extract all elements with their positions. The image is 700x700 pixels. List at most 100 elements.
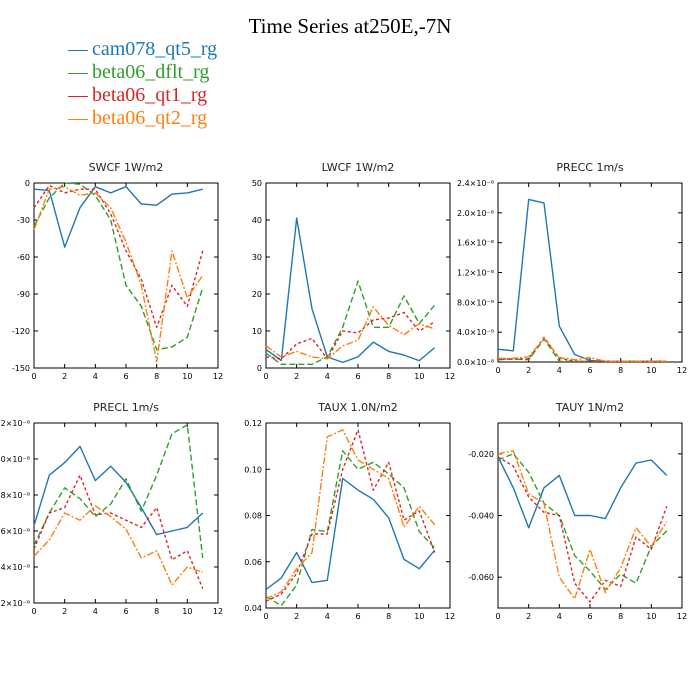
legend-swatch: [68, 72, 88, 75]
legend-label: beta06_qt1_rg: [92, 84, 208, 106]
y-tick-label: -60: [17, 253, 30, 262]
y-tick-label: -0.020: [468, 450, 494, 459]
series-line: [498, 336, 667, 362]
x-tick-label: 2: [62, 607, 67, 616]
series-line: [265, 429, 436, 600]
legend-label: beta06_qt2_rg: [92, 107, 208, 129]
x-tick-label: 8: [618, 366, 623, 375]
x-tick-label: 4: [325, 372, 330, 381]
y-tick-label: 1.2×10⁻⁸: [457, 269, 494, 278]
y-tick-label: 30: [252, 253, 262, 262]
x-tick-label: 0: [263, 372, 268, 381]
legend-swatch: [68, 49, 88, 52]
x-tick-label: 0: [31, 607, 36, 616]
y-tick-label: 40: [252, 216, 262, 225]
legend-swatch: [68, 95, 88, 98]
series-line: [265, 477, 436, 591]
series-line: [265, 450, 436, 607]
series-line: [33, 505, 203, 586]
x-tick-label: 2: [62, 372, 67, 381]
x-tick-label: 2: [294, 612, 299, 621]
chart-panel: TAUX 1.0N/m2 0 2 4 6 8 10 12 0.04 0.06 0.08 0.10 0.1…: [244, 401, 455, 621]
y-tick-label: 1.0×10⁻⁸: [0, 455, 30, 464]
x-tick-label: 6: [355, 372, 360, 381]
legend-item: beta06_qt2_rg: [68, 107, 217, 130]
series-line: [265, 429, 436, 602]
y-tick-label: 1.6×10⁻⁸: [457, 239, 494, 248]
x-tick-label: 8: [386, 372, 391, 381]
y-tick-label: 0.0×10⁻⁸: [457, 358, 494, 367]
x-tick-label: 6: [123, 372, 128, 381]
x-tick-label: 12: [213, 372, 223, 381]
x-tick-label: 4: [557, 366, 562, 375]
y-tick-label: 1.2×10⁻⁸: [0, 419, 30, 428]
x-tick-label: 0: [495, 366, 500, 375]
x-tick-label: 12: [677, 366, 687, 375]
x-tick-label: 12: [213, 607, 223, 616]
x-tick-label: 4: [557, 612, 562, 621]
y-tick-label: 0: [25, 179, 30, 188]
legend-item: cam078_qt5_rg: [68, 38, 217, 61]
y-tick-label: 8×10⁻⁹: [1, 491, 30, 500]
series-line: [33, 184, 204, 328]
legend-swatch: [68, 118, 88, 121]
y-tick-label: 2.4×10⁻⁸: [457, 179, 494, 188]
chart-panel: PRECL 1m/s 0 2 4 6 8 10 12 2×10⁻⁹ 4×10⁻⁹ 6×10⁻⁹ 8×1…: [0, 401, 223, 616]
x-tick-label: 6: [587, 366, 592, 375]
y-tick-label: 20: [252, 290, 262, 299]
y-tick-label: 0.12: [244, 419, 262, 428]
x-tick-label: 12: [445, 612, 455, 621]
y-tick-label: 4×10⁻⁹: [1, 563, 30, 572]
chart-panel: SWCF 1W/m2 0 2 4 6 8 10 12 0 -30 -60 -90 -120 -150: [12, 161, 223, 381]
series-line: [33, 182, 204, 351]
x-tick-label: 0: [263, 612, 268, 621]
legend: cam078_qt5_rg beta06_dflt_rg beta06_qt1_…: [68, 38, 217, 130]
series-line: [498, 337, 667, 362]
legend-item: beta06_qt1_rg: [68, 84, 217, 107]
series-line: [33, 445, 204, 536]
y-tick-label: 0.08: [244, 512, 262, 521]
x-tick-label: 2: [526, 612, 531, 621]
x-tick-label: 10: [182, 372, 192, 381]
series-line: [497, 453, 668, 591]
plot-frame: [497, 182, 683, 363]
y-tick-label: -150: [12, 364, 30, 373]
chart-panel: PRECC 1m/s 0 2 4 6 8 10 12 0.0×10⁻⁸ 4.0×10⁻⁹ 8.0×1…: [457, 161, 687, 375]
figure-title: Time Series at250E,-7N: [248, 14, 452, 38]
y-tick-label: -90: [17, 290, 30, 299]
series-line: [497, 456, 668, 603]
chart-title: PRECC 1m/s: [556, 161, 624, 174]
series-line: [497, 456, 668, 529]
chart-title: TAUX 1.0N/m2: [317, 401, 398, 414]
series-line: [265, 280, 436, 365]
chart-panel: TAUY 1N/m2 0 2 4 6 8 10 12 -0.020 -0.040 -0.060: [468, 401, 687, 621]
y-tick-label: 6×10⁻⁹: [1, 527, 30, 536]
y-tick-label: -0.060: [468, 573, 494, 582]
series-line: [497, 198, 667, 362]
y-tick-label: 8.0×10⁻⁹: [457, 298, 494, 307]
x-tick-label: 2: [294, 372, 299, 381]
series-line: [33, 185, 204, 363]
y-tick-label: -120: [12, 327, 30, 336]
plot-frame: [265, 182, 451, 369]
y-tick-label: 0.06: [244, 558, 262, 567]
plot-frame: [265, 422, 451, 609]
chart-title: SWCF 1W/m2: [89, 161, 164, 174]
series-line: [265, 311, 436, 360]
series-line: [265, 306, 435, 360]
x-tick-label: 0: [31, 372, 36, 381]
y-tick-label: 2×10⁻⁹: [1, 599, 30, 608]
y-tick-label: -30: [17, 216, 30, 225]
x-tick-label: 10: [646, 366, 656, 375]
series-line: [265, 217, 436, 364]
series-line: [497, 450, 668, 600]
y-tick-label: 50: [252, 179, 262, 188]
series-line: [33, 424, 204, 559]
x-tick-label: 8: [618, 612, 623, 621]
x-tick-label: 8: [154, 607, 159, 616]
x-tick-label: 6: [123, 607, 128, 616]
y-tick-label: 0.04: [244, 604, 262, 613]
x-tick-label: 2: [526, 366, 531, 375]
